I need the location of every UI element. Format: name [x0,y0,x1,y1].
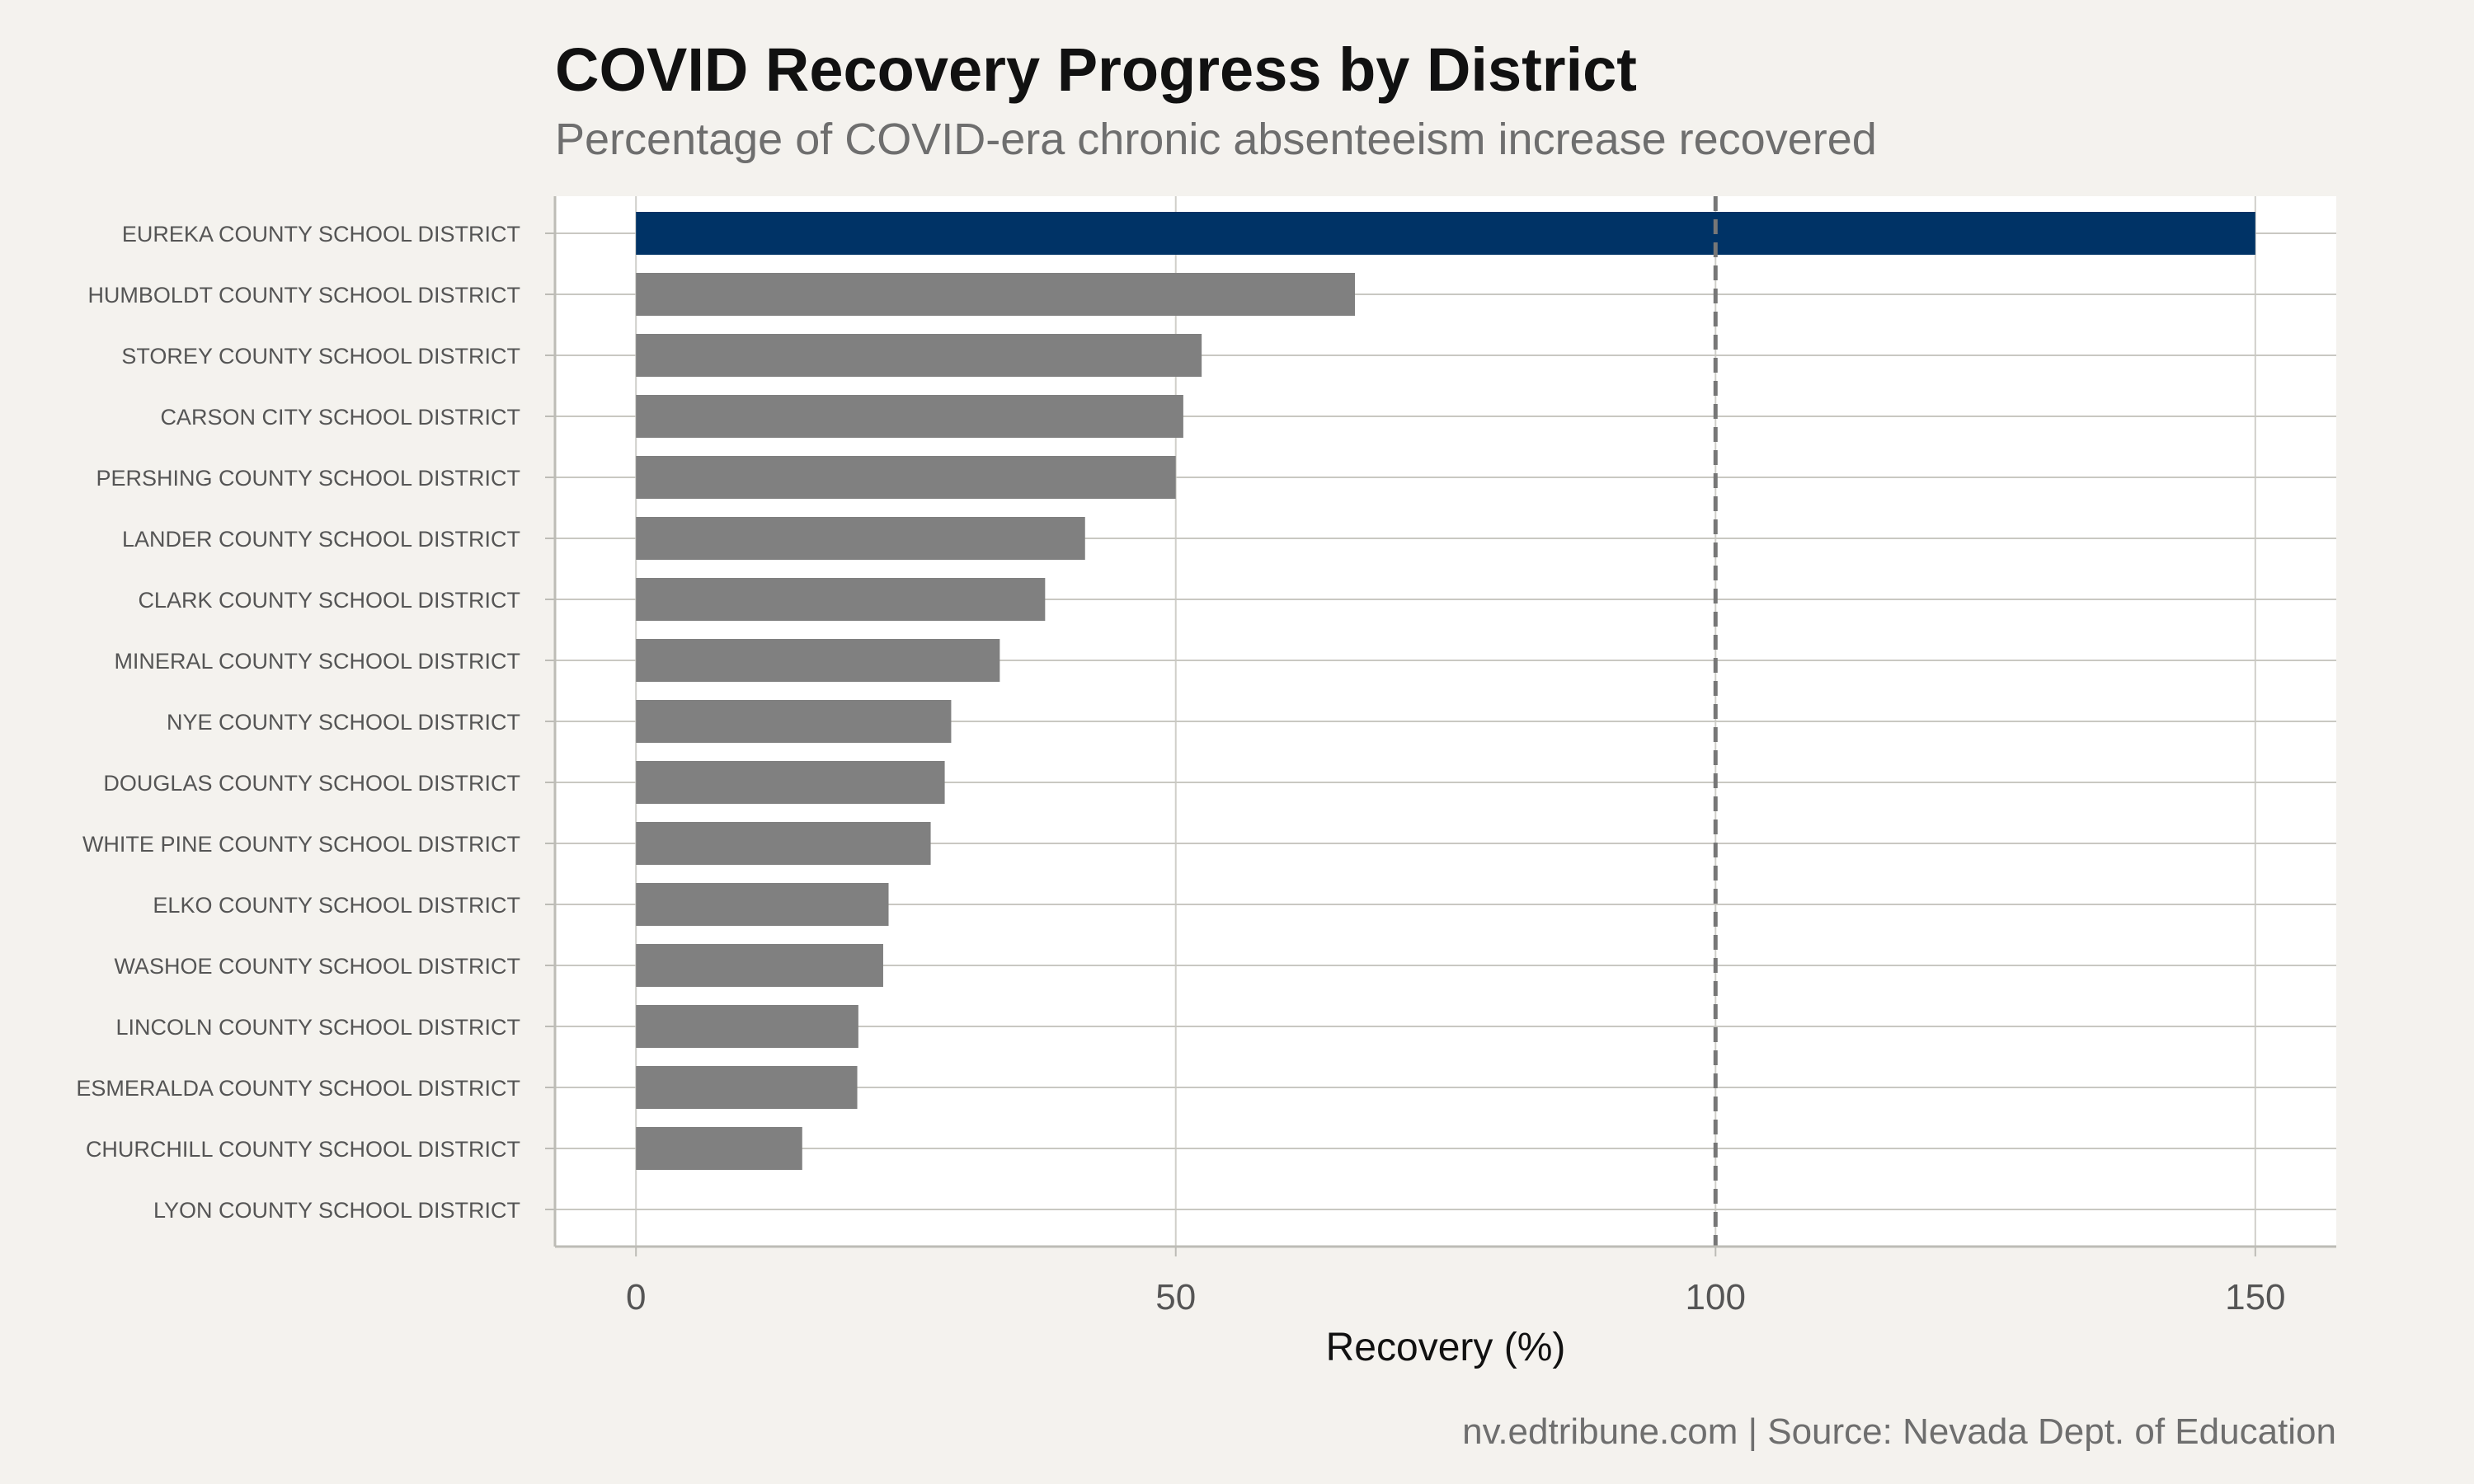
bar-9 [636,761,945,804]
x-tick-label-3: 150 [2225,1277,2285,1317]
bar-5 [636,517,1085,560]
bar-1 [636,273,1356,316]
bar-3 [636,395,1183,438]
x-tick-label-1: 50 [1155,1277,1196,1317]
bar-7 [636,639,1000,682]
category-labels: EUREKA COUNTY SCHOOL DISTRICT HUMBOLDT CO… [76,222,520,1223]
x-tick-label-0: 0 [626,1277,646,1317]
bar-8 [636,700,952,743]
bar-13 [636,1005,858,1048]
category-label-10: WHITE PINE COUNTY SCHOOL DISTRICT [82,832,520,857]
category-label-2: STOREY COUNTY SCHOOL DISTRICT [121,344,520,369]
category-label-8: NYE COUNTY SCHOOL DISTRICT [167,710,520,735]
bar-0 [636,212,2255,255]
x-tick-labels: 0 50 100 150 [626,1277,2286,1317]
bar-6 [636,578,1046,621]
category-label-13: LINCOLN COUNTY SCHOOL DISTRICT [115,1015,520,1040]
category-label-16: LYON COUNTY SCHOOL DISTRICT [153,1198,520,1223]
bar-4 [636,456,1176,499]
category-label-4: PERSHING COUNTY SCHOOL DISTRICT [96,466,520,491]
bar-10 [636,822,931,865]
x-axis-title: Recovery (%) [1326,1326,1566,1369]
bar-12 [636,944,883,987]
bar-14 [636,1066,858,1109]
axes [545,196,2336,1256]
category-label-7: MINERAL COUNTY SCHOOL DISTRICT [114,649,520,674]
category-label-15: CHURCHILL COUNTY SCHOOL DISTRICT [86,1137,520,1162]
bar-2 [636,334,1202,377]
category-label-5: LANDER COUNTY SCHOOL DISTRICT [122,527,520,552]
bars [636,212,2255,1170]
category-label-9: DOUGLAS COUNTY SCHOOL DISTRICT [103,771,520,796]
category-label-1: HUMBOLDT COUNTY SCHOOL DISTRICT [87,283,520,308]
category-label-14: ESMERALDA COUNTY SCHOOL DISTRICT [76,1076,520,1101]
bar-15 [636,1127,802,1170]
chart-subtitle: Percentage of COVID-era chronic absentee… [555,115,1877,164]
category-label-6: CLARK COUNTY SCHOOL DISTRICT [138,588,520,613]
chart-title: COVID Recovery Progress by District [555,35,1637,104]
bar-11 [636,883,889,926]
category-label-12: WASHOE COUNTY SCHOOL DISTRICT [114,954,520,979]
category-label-11: ELKO COUNTY SCHOOL DISTRICT [153,893,520,918]
source-caption: nv.edtribune.com | Source: Nevada Dept. … [1462,1411,2336,1452]
category-label-0: EUREKA COUNTY SCHOOL DISTRICT [122,222,520,247]
x-tick-label-2: 100 [1686,1277,1746,1317]
category-label-3: CARSON CITY SCHOOL DISTRICT [160,405,520,430]
